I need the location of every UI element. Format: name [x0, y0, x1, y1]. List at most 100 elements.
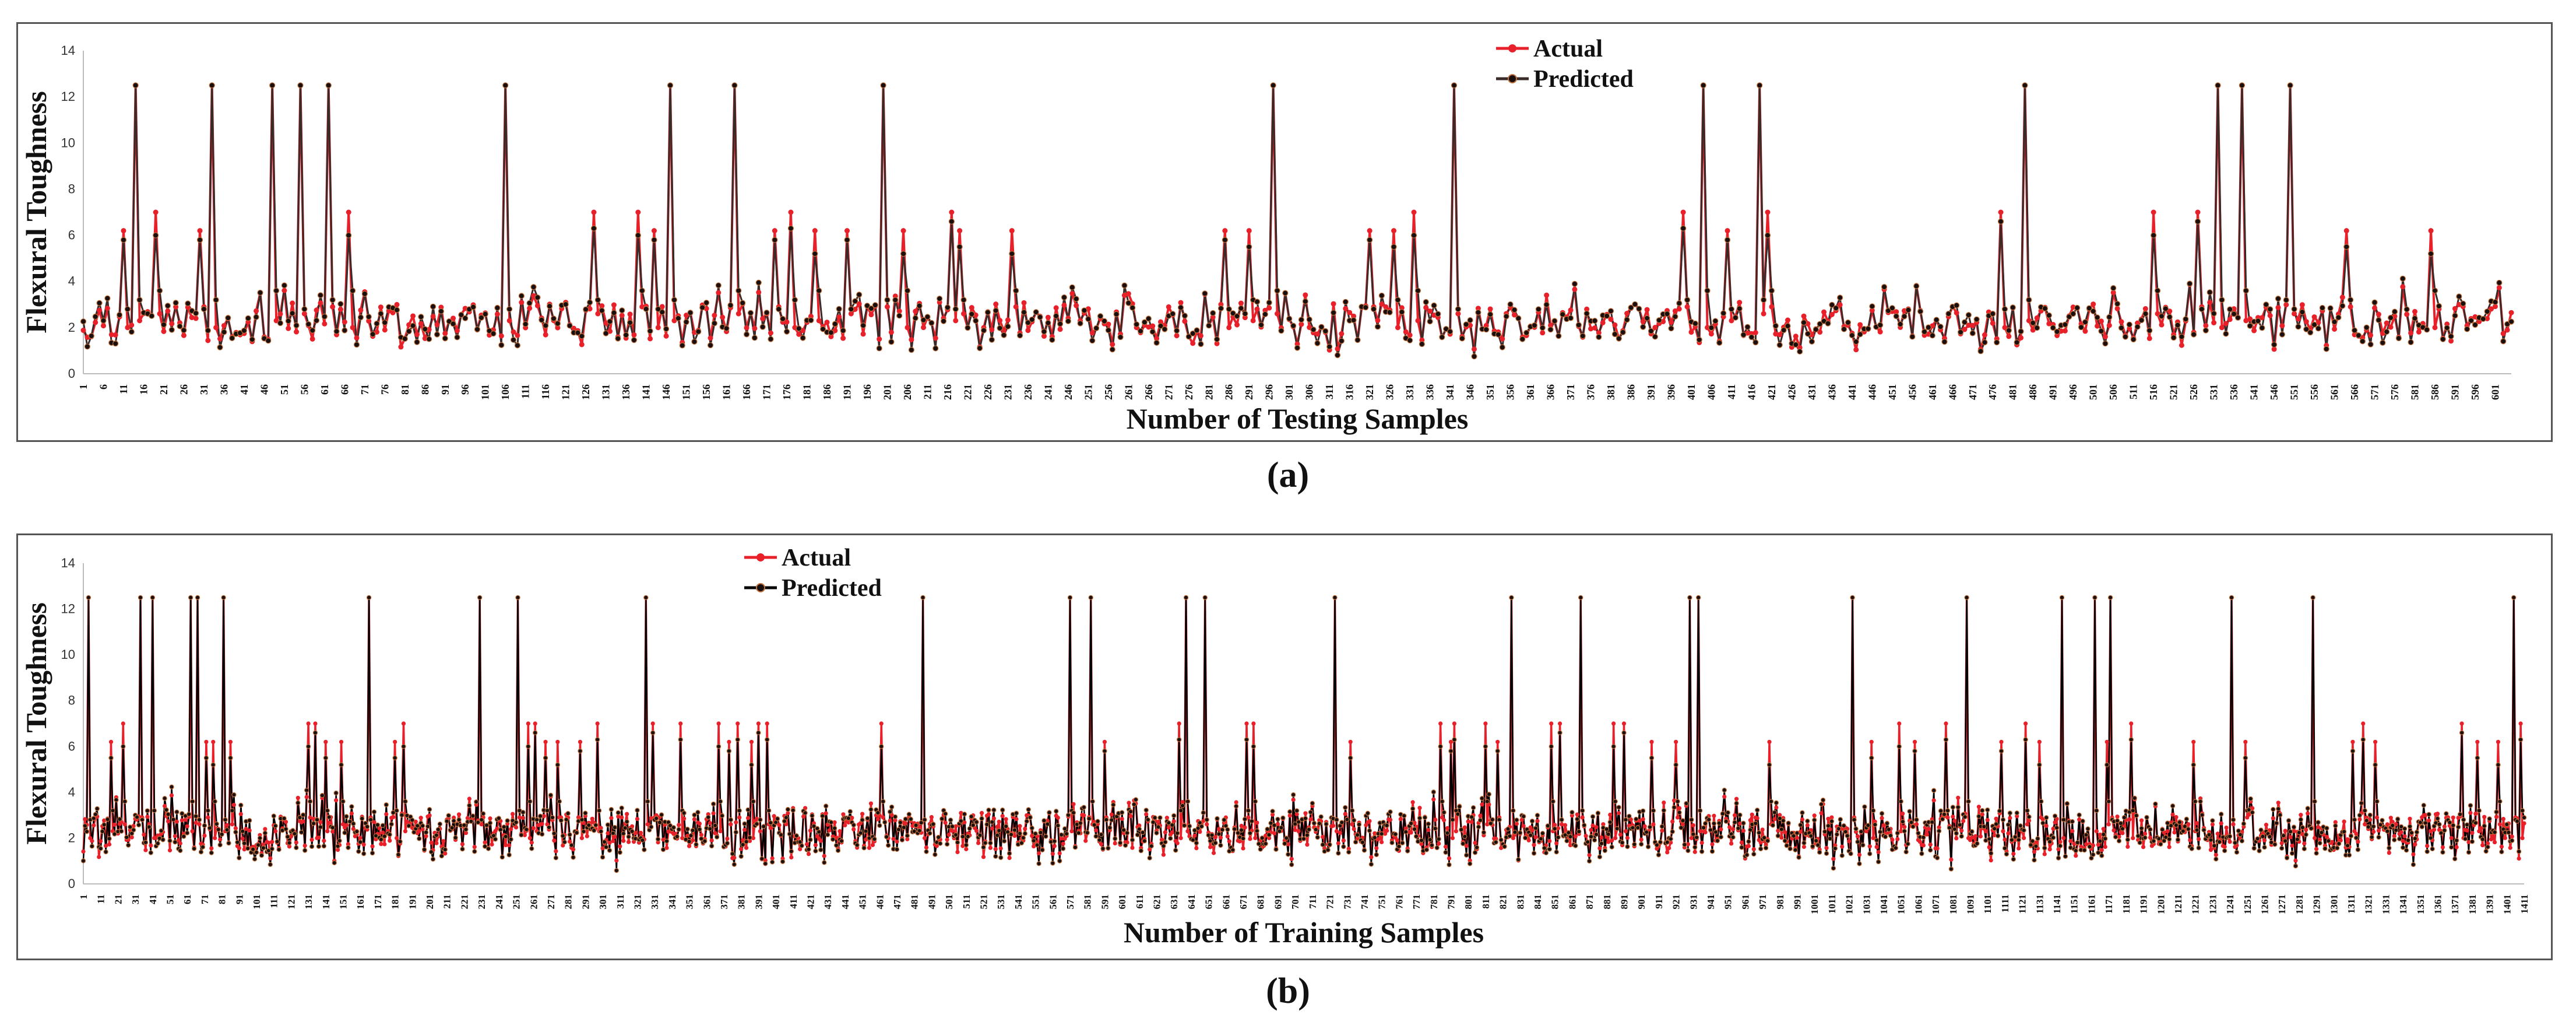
data-point-actual [1881, 823, 1886, 828]
data-point-predicted [349, 804, 354, 809]
data-point-predicted [1016, 332, 1023, 339]
data-point-predicted [378, 837, 384, 843]
data-point-actual [1665, 850, 1670, 855]
data-point-actual [974, 829, 979, 833]
data-point-actual [410, 313, 416, 319]
data-point-predicted [2200, 812, 2205, 817]
data-point-actual [1314, 331, 1320, 337]
data-point-predicted [1889, 305, 1895, 311]
legend-marker-actual [756, 553, 765, 561]
data-point-actual [768, 826, 773, 830]
data-point-actual [1949, 857, 1954, 862]
data-point-predicted [1247, 830, 1253, 836]
data-point-actual [1761, 311, 1766, 317]
data-point-predicted [2104, 762, 2110, 767]
data-point-predicted [519, 832, 524, 838]
data-point-actual [2311, 314, 2317, 320]
data-point-actual [240, 836, 245, 841]
data-point-predicted [2142, 310, 2149, 317]
data-point-predicted [872, 836, 877, 842]
data-point-predicted [1882, 834, 1888, 840]
data-point-predicted [1547, 847, 1552, 852]
data-point-predicted [1547, 327, 1554, 333]
data-point-actual [816, 318, 822, 324]
data-point-predicted [2355, 332, 2362, 339]
data-point-predicted [1945, 808, 1951, 813]
data-point-predicted [768, 820, 773, 826]
data-point-predicted [892, 297, 899, 303]
data-point-actual [2442, 824, 2447, 829]
data-point-predicted [1785, 322, 1791, 329]
data-point-actual [2006, 831, 2011, 836]
data-point-actual [1448, 739, 1454, 745]
data-point-predicted [2407, 824, 2413, 829]
data-point-predicted [1054, 809, 1059, 814]
data-point-predicted [960, 834, 966, 840]
data-point-predicted [952, 306, 959, 313]
data-point-actual [1826, 816, 1831, 821]
data-point-actual [1890, 837, 1895, 842]
data-point-predicted [1773, 800, 1779, 806]
data-point-predicted [1825, 823, 1831, 829]
data-point-actual [1468, 858, 1472, 863]
data-point-predicted [1301, 836, 1307, 841]
data-point-predicted [724, 841, 730, 846]
data-point-predicted [1435, 311, 1441, 317]
data-point-actual [727, 739, 731, 745]
data-point-predicted [1174, 830, 1180, 836]
data-point-actual [763, 858, 768, 863]
x-tick-label: 961 [1740, 894, 1751, 910]
data-point-predicted [1909, 334, 1916, 340]
data-point-actual [2222, 844, 2227, 849]
data-point-predicted [485, 846, 491, 851]
data-point-predicted [2113, 834, 2118, 840]
data-point-predicted [1794, 830, 1800, 836]
data-point-predicted [1505, 826, 1511, 831]
data-point-actual [395, 836, 399, 841]
data-point-actual [2211, 320, 2217, 326]
data-point-predicted [434, 331, 441, 338]
data-point-predicted [1684, 801, 1689, 806]
x-tick-label: 51 [279, 384, 290, 395]
data-point-predicted [287, 840, 292, 845]
data-point-predicted [751, 799, 756, 804]
data-point-predicted [1417, 815, 1423, 821]
data-point-actual [2489, 837, 2494, 842]
data-point-actual [1159, 837, 1164, 842]
data-point-actual [1419, 337, 1425, 343]
data-point-predicted [851, 822, 856, 828]
data-point-predicted [449, 825, 455, 831]
data-point-predicted [2194, 827, 2200, 833]
data-point-predicted [1607, 308, 1614, 314]
data-point-predicted [238, 802, 244, 808]
data-point-predicted [1697, 808, 1703, 813]
data-point-predicted [2353, 835, 2359, 841]
data-point-predicted [991, 808, 997, 813]
data-point-predicted [301, 812, 306, 817]
data-point-predicted [2419, 824, 2424, 830]
data-point-actual [2103, 844, 2107, 850]
data-point-predicted [1143, 808, 1149, 813]
data-point-actual [2025, 822, 2030, 827]
data-point-predicted [888, 339, 895, 345]
data-point-actual [430, 314, 436, 320]
data-point-predicted [615, 810, 621, 816]
data-point-actual [180, 818, 184, 823]
data-point-predicted [1407, 337, 1413, 343]
x-tick-label: 356 [1505, 384, 1516, 400]
data-point-predicted [2173, 823, 2179, 828]
data-point-predicted [783, 328, 790, 335]
data-point-predicted [1198, 341, 1204, 347]
data-point-predicted [1732, 314, 1739, 321]
data-point-predicted [1624, 317, 1630, 323]
data-point-actual [1625, 836, 1630, 840]
data-point-predicted [2039, 799, 2044, 804]
data-point-predicted [285, 318, 291, 324]
data-point-predicted [1740, 332, 1747, 338]
data-point-predicted [562, 301, 569, 308]
data-point-predicted [1403, 829, 1409, 835]
data-point-predicted [1374, 852, 1379, 858]
data-point-predicted [230, 808, 235, 813]
data-point-predicted [2510, 838, 2515, 843]
data-point-actual [224, 823, 230, 827]
